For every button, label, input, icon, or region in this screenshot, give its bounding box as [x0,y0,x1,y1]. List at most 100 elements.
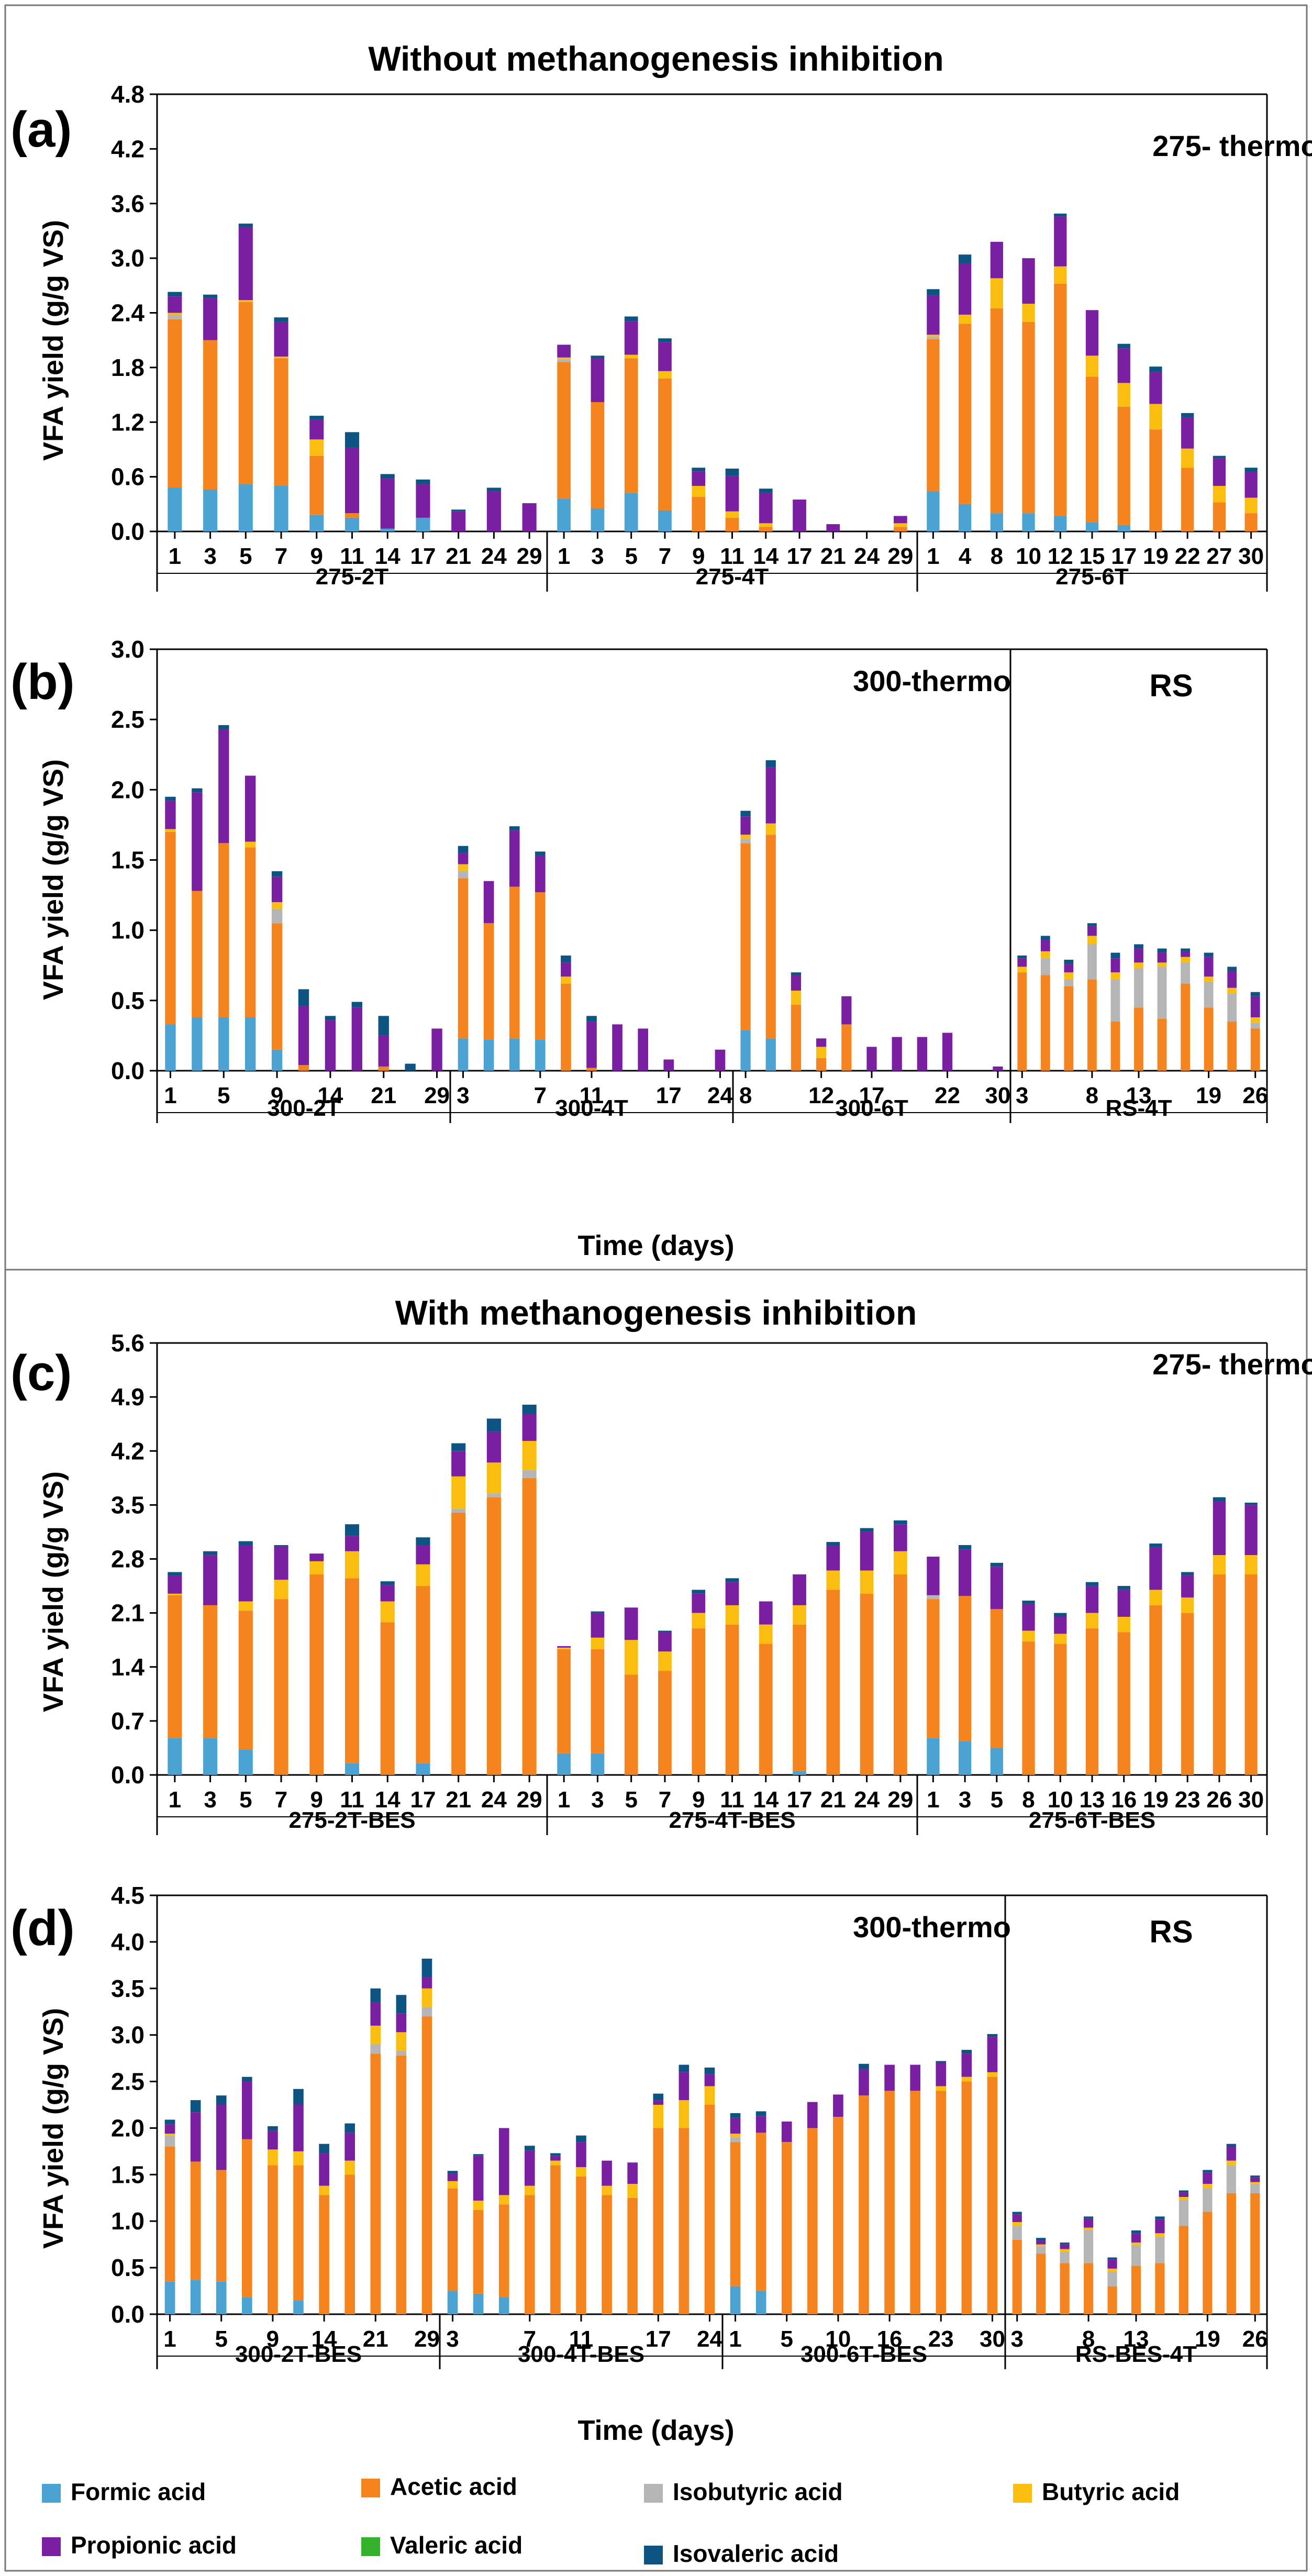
bar-segment-butyric [380,1601,395,1623]
bar-segment-isovaleric [725,1578,739,1582]
x-tick-label: 17 [859,1083,885,1108]
x-tick-label: 17 [410,543,436,569]
bar-segment-isovaleric [730,2113,741,2118]
bar-segment-acetic [535,892,546,1040]
bar-segment-isobutyric [421,2007,432,2017]
bar-segment-acetic [447,2189,458,2291]
bar-segment-isovaleric [458,846,469,853]
bar-segment-formic [473,2293,484,2314]
bar-segment-isovaleric [1131,2230,1141,2234]
bar-segment-propionic [242,2081,252,2139]
bar-segment-propionic [859,2069,869,2096]
bar-segment-isovaleric [1155,2216,1165,2219]
x-tick-label: 5 [215,2326,227,2352]
bar-segment-isovaleric [416,479,430,484]
bar-segment-isobutyric [486,1493,501,1497]
bar-segment-acetic [309,1574,324,1775]
bar-segment-acetic [987,2077,998,2314]
bar-segment-isobutyric [522,1470,537,1478]
bar-segment-butyric [740,835,751,839]
bar-segment-propionic [416,1545,430,1564]
y-tick-label: 2.5 [111,706,144,733]
x-tick-label: 3 [446,2326,459,2352]
bar-segment-acetic [1227,1021,1237,1071]
bar-segment-acetic [679,2128,690,2314]
bar-segment-propionic [421,1977,432,1989]
bar-segment-propionic [1110,958,1120,973]
bar-segment-propionic [1131,2233,1141,2243]
bar-segment-butyric [602,2185,612,2195]
bar-segment-isovaleric [958,1545,972,1550]
bar-segment-propionic [942,1032,953,1071]
y-tick-label: 0.5 [111,987,144,1014]
x-tick-label: 5 [239,543,252,569]
bar-segment-isovaleric [271,871,283,877]
bar-segment-butyric [271,902,283,909]
bar-segment-butyric [396,2032,407,2051]
section-title-with: With methanogenesis inhibition [395,1293,917,1332]
bar-segment-acetic [826,1590,840,1775]
bar-segment-isovaleric [451,1443,466,1451]
bar-segment-acetic [781,2142,792,2314]
group-label: 300-6T [835,1095,908,1121]
x-tick-label: 8 [1082,2326,1095,2352]
y-tick-label: 1.8 [111,354,144,381]
bar-segment-propionic [692,1593,706,1613]
bar-segment-isovaleric [1204,952,1214,957]
bar-segment-propionic [990,241,1003,279]
x-tick-label: 3 [457,1083,469,1108]
bar-segment-isovaleric [1213,1497,1226,1502]
bar-segment-formic [245,1017,256,1071]
bar-segment-propionic [833,2094,843,2117]
bar-segment-butyric [309,1561,324,1574]
x-tick-label: 7 [659,543,671,569]
bar-segment-formic [1022,513,1035,531]
x-tick-label: 1 [163,2326,176,2352]
legend-swatch-propionic [42,2537,61,2556]
bar-segment-butyric [1054,266,1067,284]
x-tick-label: 22 [935,1083,960,1108]
bar-segment-acetic [483,923,494,1040]
bar-segment-formic [483,1039,494,1071]
bar-segment-propionic [1149,372,1162,404]
bar-segment-acetic [1250,1028,1260,1071]
group-label: 275-4T [696,564,769,590]
bar-segment-butyric [319,2185,329,2195]
bar-segment-isobutyric [557,359,571,362]
bar-segment-butyric [1181,957,1190,963]
bar-segment-isovaleric [309,416,324,420]
bar-segment-isobutyric [1250,2184,1260,2193]
bar-segment-isovaleric [344,1524,360,1536]
bar-segment-isobutyric [1060,2251,1070,2263]
bar-segment-acetic [894,1574,907,1775]
bar-segment-propionic [841,996,852,1025]
y-tick-label: 0.0 [111,518,144,545]
y-tick-label: 2.0 [111,776,144,803]
bar-segment-isovaleric [447,2171,458,2174]
bar-segment-isovaleric [1250,2175,1260,2178]
bar-segment-isobutyric [1226,2165,1236,2193]
bar-segment-propionic [344,2133,355,2161]
bar-segment-isovaleric [242,2077,252,2082]
x-tick-label: 29 [887,543,913,569]
bar-segment-isovaleric [370,1988,381,2003]
y-tick-label: 4.5 [111,1882,144,1909]
bar-segment-acetic [1181,983,1190,1071]
bar-segment-butyric [765,823,776,835]
bar-segment-propionic [1244,472,1258,498]
bar-segment-propionic [1204,957,1214,977]
bar-segment-butyric [624,354,638,359]
group-label: 275-6T [1055,564,1129,590]
x-tick-label: 1 [169,543,181,569]
bar-segment-isovaleric [416,1537,430,1545]
bar-segment-isovaleric [936,2061,947,2063]
bar-segment-acetic [1117,1632,1130,1775]
legend-swatch-formic [42,2484,61,2503]
y-tick-label: 5.6 [111,1329,144,1357]
bar-segment-butyric [486,1462,501,1494]
bar-segment-isovaleric [561,955,571,963]
bar-segment-acetic [165,831,176,1025]
bar-segment-propionic [910,2064,920,2091]
y-axis-title-d: VFA yield (g/g VS) [38,2008,69,2249]
bar-segment-butyric [168,1593,182,1595]
